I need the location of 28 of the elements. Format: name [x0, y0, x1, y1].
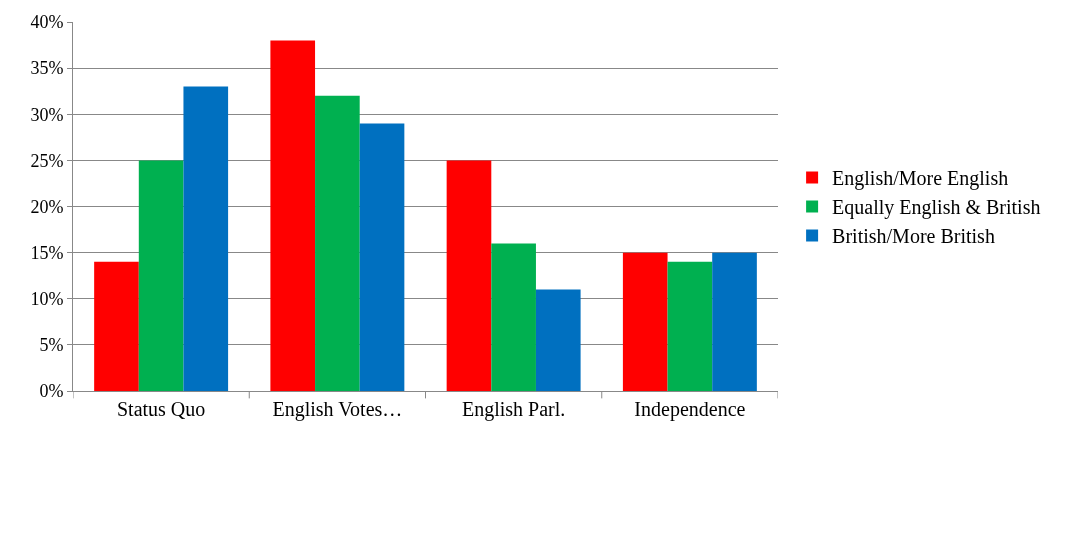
bar	[183, 86, 229, 391]
y-tick-label: 10%	[30, 289, 64, 310]
y-tick-label: 5%	[39, 335, 64, 356]
legend-label: British/More British	[832, 225, 995, 248]
y-tick-label: 35%	[30, 58, 64, 79]
x-tick-label: Status Quo	[116, 398, 206, 420]
bar	[446, 160, 492, 391]
legend-label: Equally English & British	[832, 196, 1041, 220]
x-tick-label: English Votes…	[272, 398, 403, 421]
x-tick-label: English Parl.	[461, 398, 566, 421]
bar	[712, 252, 757, 391]
bar	[94, 261, 139, 391]
bar	[622, 252, 668, 391]
y-tick-label: 20%	[30, 196, 64, 217]
y-tick-label: 40%	[30, 12, 64, 33]
y-tick-label: 15%	[30, 242, 64, 263]
bar	[667, 261, 713, 391]
y-tick-label: 0%	[39, 381, 64, 402]
y-tick-label: 30%	[30, 104, 64, 125]
bar	[315, 95, 360, 391]
bar	[359, 123, 405, 391]
y-tick-label: 25%	[30, 150, 64, 171]
bar	[491, 243, 536, 391]
x-tick-label: Independence	[634, 398, 746, 421]
bar	[138, 160, 184, 391]
legend-label: English/More English	[832, 167, 1009, 191]
bar	[535, 289, 581, 391]
bar	[270, 40, 316, 391]
